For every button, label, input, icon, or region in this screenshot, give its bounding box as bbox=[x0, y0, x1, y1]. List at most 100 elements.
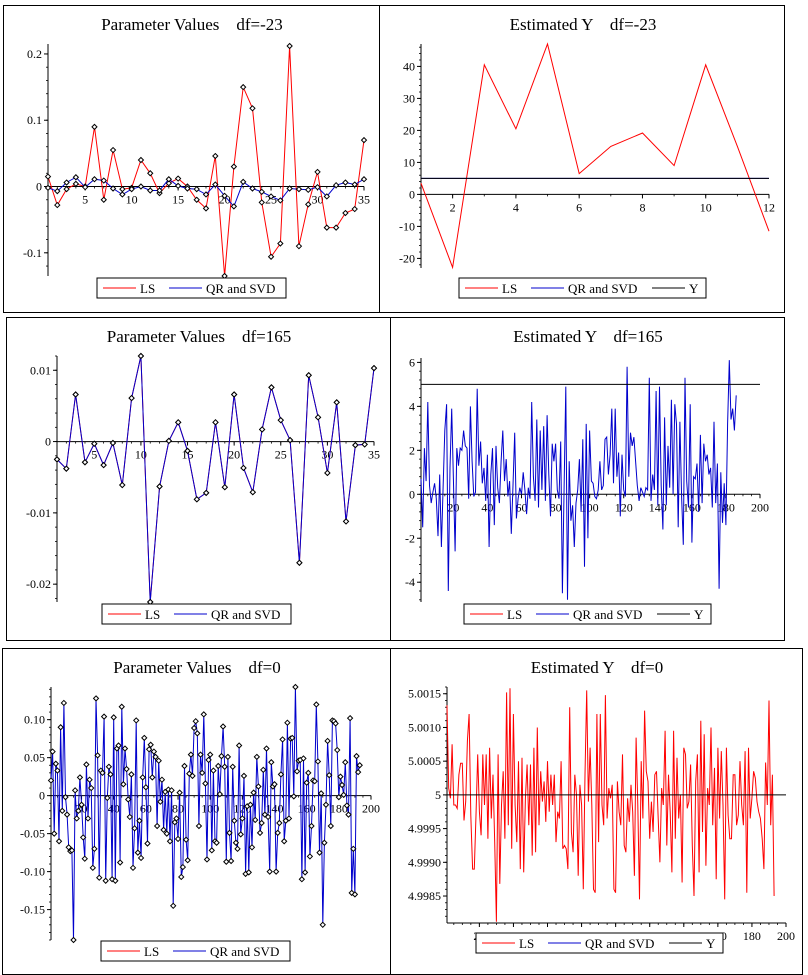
data-point bbox=[361, 441, 368, 448]
data-point bbox=[110, 714, 117, 721]
data-point bbox=[234, 845, 241, 853]
data-point bbox=[258, 188, 265, 196]
data-point bbox=[342, 518, 350, 525]
data-point bbox=[182, 836, 190, 843]
legend: LS QR and SVD Y bbox=[475, 932, 724, 954]
data-point bbox=[184, 185, 191, 192]
data-point bbox=[314, 758, 322, 765]
data-point bbox=[292, 683, 299, 691]
y-tick-label: 40 bbox=[403, 59, 415, 73]
legend-label: QR and SVD bbox=[573, 607, 642, 622]
data-point bbox=[247, 801, 254, 808]
data-point bbox=[168, 787, 175, 794]
data-point bbox=[119, 481, 126, 489]
data-point bbox=[342, 209, 349, 217]
x-tick-label: 10 bbox=[135, 448, 147, 462]
data-point bbox=[133, 717, 140, 724]
data-point bbox=[202, 489, 210, 497]
data-point bbox=[351, 181, 358, 188]
legend-item-qr: QR and SVD bbox=[536, 607, 642, 622]
data-point bbox=[108, 876, 116, 883]
data-point bbox=[92, 695, 100, 702]
data-point bbox=[239, 178, 247, 186]
data-point bbox=[124, 796, 132, 803]
data-point bbox=[351, 891, 359, 898]
data-point bbox=[277, 771, 285, 778]
data-point bbox=[260, 766, 267, 774]
data-point bbox=[342, 179, 349, 186]
data-point bbox=[298, 876, 306, 883]
data-point bbox=[194, 730, 201, 737]
data-point bbox=[305, 186, 312, 194]
data-point bbox=[274, 829, 281, 837]
data-point bbox=[231, 817, 238, 824]
data-point bbox=[324, 737, 331, 745]
data-point bbox=[84, 815, 92, 822]
data-point bbox=[192, 717, 199, 725]
series-ls bbox=[53, 352, 378, 606]
data-point bbox=[89, 864, 97, 872]
data-point bbox=[174, 175, 182, 182]
data-point bbox=[306, 853, 314, 860]
data-point bbox=[131, 825, 138, 832]
data-point bbox=[303, 779, 310, 786]
data-point bbox=[286, 185, 293, 192]
legend: LS QR and SVD Y bbox=[458, 277, 707, 299]
data-point bbox=[295, 185, 303, 193]
data-point bbox=[184, 447, 191, 455]
panel-param-df-165: Parameter Values df=165 -0.02 -0.01 0 0.01 5 1… bbox=[7, 318, 391, 640]
data-point bbox=[240, 464, 247, 472]
x-tick-label: 4 bbox=[513, 200, 519, 214]
data-point bbox=[258, 819, 265, 827]
data-point bbox=[348, 889, 355, 897]
data-point bbox=[73, 815, 80, 822]
y-tick-label: 0 bbox=[409, 187, 415, 201]
y-tick-label: -4 bbox=[405, 575, 415, 589]
data-point bbox=[311, 778, 318, 785]
data-point bbox=[91, 123, 98, 131]
data-point bbox=[212, 152, 219, 160]
series-ls bbox=[446, 688, 775, 922]
data-point bbox=[174, 835, 182, 843]
data-point bbox=[157, 798, 164, 805]
data-point bbox=[308, 822, 315, 830]
data-point bbox=[118, 703, 125, 710]
y-tick-label: 4.9985 bbox=[408, 889, 441, 903]
data-point bbox=[345, 811, 352, 818]
data-point bbox=[202, 191, 210, 198]
chart-param-df-neg23: Parameter Values df=-23 -0.1 0 0.1 0.2 5 10 15 2… bbox=[23, 15, 370, 299]
data-point bbox=[340, 791, 347, 799]
data-point bbox=[229, 763, 236, 770]
y-tick-label: 5 bbox=[435, 788, 441, 802]
chart-title: Estimated Y df=-23 bbox=[510, 15, 657, 34]
data-point bbox=[176, 789, 183, 796]
data-point bbox=[333, 399, 340, 406]
series-qr-and-svd bbox=[47, 683, 363, 944]
x-tick-label: 80 bbox=[172, 802, 184, 816]
data-point bbox=[249, 185, 256, 192]
data-point bbox=[147, 170, 154, 177]
y-tick-label: 5.0005 bbox=[408, 754, 441, 768]
data-point bbox=[208, 847, 216, 854]
data-point bbox=[78, 801, 85, 808]
series-line bbox=[47, 45, 365, 277]
data-point bbox=[215, 762, 222, 770]
data-point bbox=[126, 813, 134, 821]
data-point bbox=[100, 196, 107, 203]
data-point bbox=[337, 773, 344, 780]
data-point bbox=[354, 768, 362, 776]
y-tick-label: 0 bbox=[45, 435, 51, 449]
legend-item-qr: QR and SVD bbox=[169, 281, 275, 296]
legend-item-ls: LS bbox=[103, 281, 155, 296]
data-point bbox=[165, 437, 173, 445]
data-point bbox=[230, 203, 238, 210]
y-tick-label: 20 bbox=[403, 123, 415, 137]
data-point bbox=[350, 845, 357, 853]
data-point bbox=[59, 807, 66, 815]
series-qr-and-svd bbox=[420, 360, 737, 600]
data-point bbox=[137, 352, 145, 360]
data-point bbox=[213, 839, 220, 846]
data-point bbox=[104, 794, 111, 802]
data-point bbox=[75, 807, 82, 815]
